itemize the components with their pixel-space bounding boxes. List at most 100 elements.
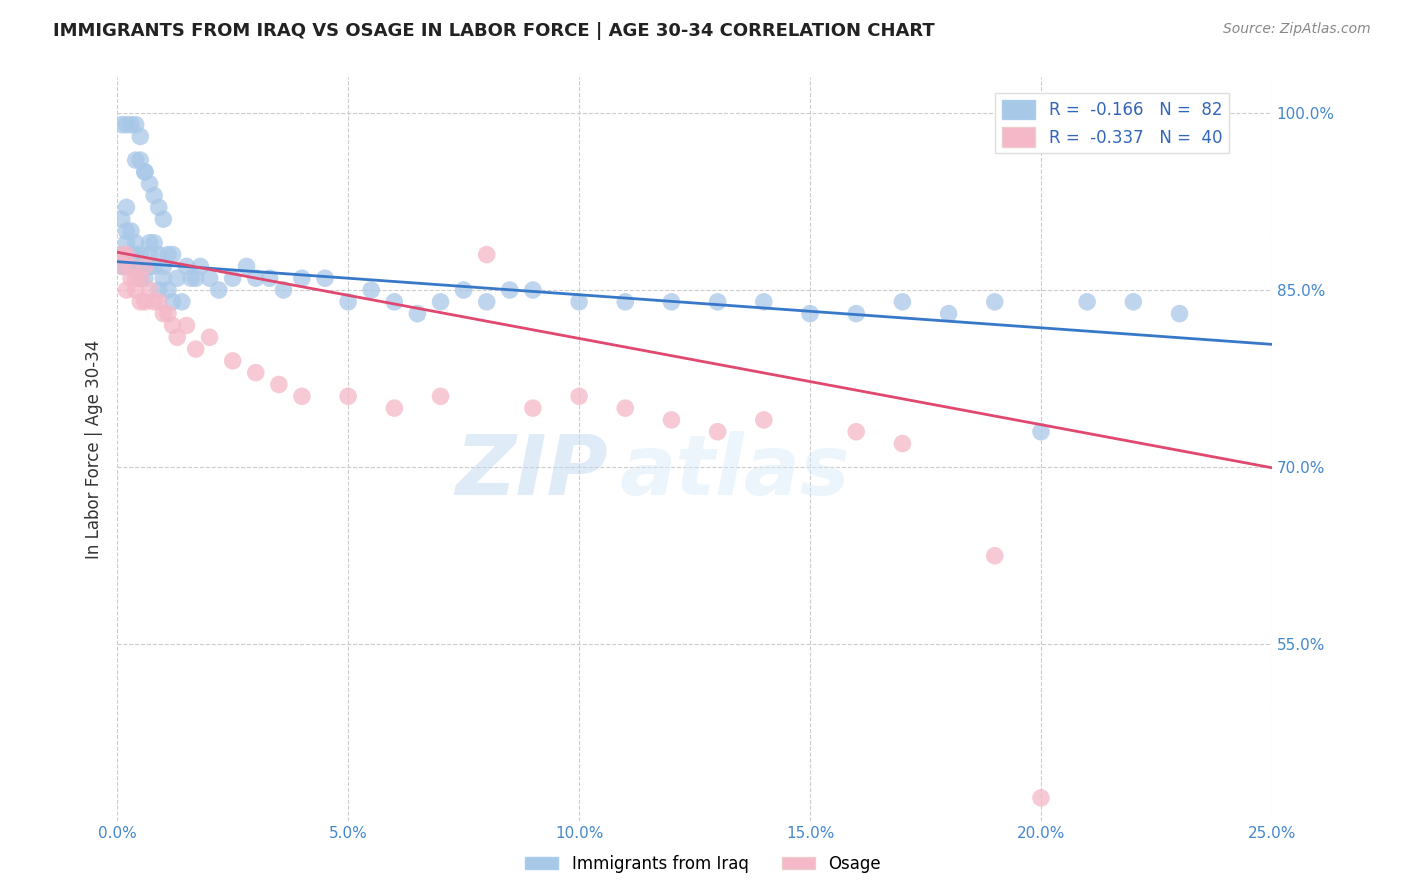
Point [120, 271, 142, 285]
Point [184, 271, 207, 285]
Point [221, 271, 243, 285]
Point [337, 294, 360, 309]
Point [475, 294, 498, 309]
Point [198, 330, 221, 344]
Point [706, 425, 728, 439]
Point [235, 260, 257, 274]
Point [176, 260, 198, 274]
Point [198, 271, 221, 285]
Point [938, 307, 960, 321]
Point [138, 247, 160, 261]
Text: IMMIGRANTS FROM IRAQ VS OSAGE IN LABOR FORCE | AGE 30-34 CORRELATION CHART: IMMIGRANTS FROM IRAQ VS OSAGE IN LABOR F… [53, 22, 935, 40]
Point [120, 260, 142, 274]
Point [406, 307, 429, 321]
Point [124, 153, 146, 167]
Point [115, 235, 138, 250]
Point [162, 318, 184, 333]
Point [120, 247, 142, 261]
Point [138, 235, 160, 250]
Point [568, 294, 591, 309]
Point [382, 401, 405, 416]
Point [180, 271, 202, 285]
Point [661, 294, 683, 309]
Legend: Immigrants from Iraq, Osage: Immigrants from Iraq, Osage [519, 848, 887, 880]
Point [314, 271, 336, 285]
Point [124, 235, 146, 250]
Point [134, 260, 156, 274]
Point [111, 247, 134, 261]
Point [115, 200, 138, 214]
Point [134, 260, 156, 274]
Point [152, 260, 174, 274]
Point [124, 247, 146, 261]
Point [291, 389, 314, 403]
Point [134, 294, 156, 309]
Point [1029, 425, 1052, 439]
Point [799, 307, 821, 321]
Point [752, 294, 775, 309]
Point [166, 330, 188, 344]
Point [129, 260, 152, 274]
Point [891, 436, 914, 450]
Point [176, 318, 198, 333]
Point [1076, 294, 1098, 309]
Point [984, 294, 1007, 309]
Point [267, 377, 290, 392]
Point [614, 294, 637, 309]
Point [208, 283, 231, 297]
Point [124, 118, 146, 132]
Point [156, 307, 179, 321]
Point [115, 118, 138, 132]
Text: Source: ZipAtlas.com: Source: ZipAtlas.com [1223, 22, 1371, 37]
Point [273, 283, 295, 297]
Point [475, 247, 498, 261]
Point [845, 307, 868, 321]
Point [162, 294, 184, 309]
Point [129, 294, 152, 309]
Point [148, 200, 170, 214]
Point [129, 153, 152, 167]
Point [111, 260, 134, 274]
Point [156, 247, 179, 261]
Point [614, 401, 637, 416]
Point [143, 260, 166, 274]
Point [138, 283, 160, 297]
Point [148, 294, 170, 309]
Point [134, 165, 156, 179]
Point [115, 224, 138, 238]
Point [499, 283, 522, 297]
Point [245, 271, 267, 285]
Point [188, 260, 211, 274]
Point [129, 247, 152, 261]
Y-axis label: In Labor Force | Age 30-34: In Labor Force | Age 30-34 [86, 340, 103, 559]
Point [162, 247, 184, 261]
Point [124, 283, 146, 297]
Point [453, 283, 475, 297]
Point [115, 260, 138, 274]
Point [148, 247, 170, 261]
Point [115, 247, 138, 261]
Point [138, 260, 160, 274]
Point [706, 294, 728, 309]
Point [166, 271, 188, 285]
Point [170, 294, 193, 309]
Point [111, 212, 134, 227]
Point [111, 260, 134, 274]
Point [221, 354, 243, 368]
Point [152, 212, 174, 227]
Legend: R =  -0.166   N =  82, R =  -0.337   N =  40: R = -0.166 N = 82, R = -0.337 N = 40 [995, 93, 1229, 153]
Point [1122, 294, 1144, 309]
Point [661, 413, 683, 427]
Point [245, 366, 267, 380]
Point [143, 235, 166, 250]
Point [152, 271, 174, 285]
Text: ZIP: ZIP [456, 431, 607, 512]
Point [124, 271, 146, 285]
Point [115, 283, 138, 297]
Point [845, 425, 868, 439]
Point [1168, 307, 1191, 321]
Point [429, 389, 451, 403]
Point [752, 413, 775, 427]
Point [138, 177, 160, 191]
Point [120, 260, 142, 274]
